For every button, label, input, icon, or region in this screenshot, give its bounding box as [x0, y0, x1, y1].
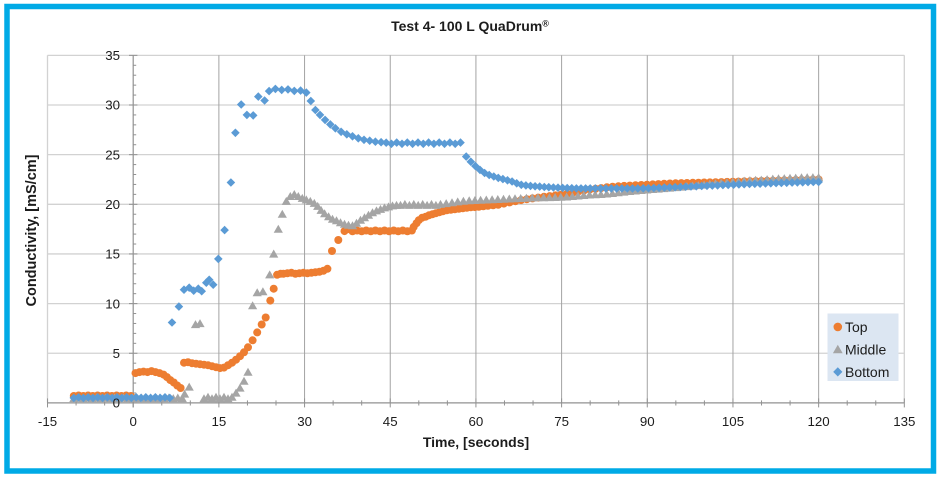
svg-text:35: 35	[105, 48, 120, 63]
svg-text:30: 30	[105, 98, 120, 113]
svg-text:15: 15	[212, 414, 227, 429]
svg-text:20: 20	[105, 197, 120, 212]
svg-text:25: 25	[105, 147, 120, 162]
svg-text:0: 0	[113, 396, 120, 411]
svg-text:75: 75	[554, 414, 569, 429]
svg-text:Conductivity, [mS/cm]: Conductivity, [mS/cm]	[24, 154, 40, 306]
svg-text:90: 90	[640, 414, 655, 429]
svg-text:Middle: Middle	[845, 341, 886, 357]
svg-text:45: 45	[383, 414, 398, 429]
svg-text:135: 135	[893, 414, 915, 429]
svg-text:120: 120	[808, 414, 830, 429]
svg-text:15: 15	[105, 247, 120, 262]
svg-text:5: 5	[113, 346, 120, 361]
svg-text:Test 4- 100 L QuaDrum®: Test 4- 100 L QuaDrum®	[391, 18, 549, 34]
svg-text:60: 60	[469, 414, 484, 429]
svg-text:Bottom: Bottom	[845, 364, 889, 380]
svg-text:30: 30	[297, 414, 312, 429]
svg-text:0: 0	[129, 414, 136, 429]
svg-text:Top: Top	[845, 319, 868, 335]
svg-text:-15: -15	[38, 414, 57, 429]
svg-text:10: 10	[105, 296, 120, 311]
svg-text:105: 105	[722, 414, 744, 429]
svg-text:Time, [seconds]: Time, [seconds]	[423, 434, 529, 450]
